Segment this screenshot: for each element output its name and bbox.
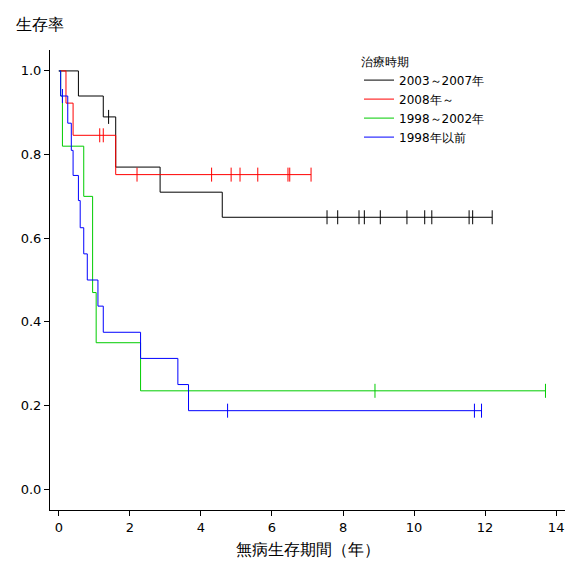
svg-text:生存率: 生存率 [16,15,64,34]
svg-text:1998～2002年: 1998～2002年 [399,112,484,126]
svg-text:12: 12 [477,520,494,535]
svg-text:0.4: 0.4 [21,314,42,329]
svg-text:0.2: 0.2 [21,398,42,413]
svg-text:治療時期: 治療時期 [361,55,409,69]
svg-text:0.0: 0.0 [21,482,42,497]
svg-text:2003～2007年: 2003～2007年 [399,74,484,88]
svg-text:1.0: 1.0 [21,63,42,78]
svg-text:2008年～: 2008年～ [399,93,454,107]
svg-text:4: 4 [197,520,205,535]
svg-text:0: 0 [55,520,63,535]
svg-text:1998年以前: 1998年以前 [399,131,466,145]
svg-text:無病生存期間（年）: 無病生存期間（年） [236,540,380,559]
svg-text:0.6: 0.6 [21,231,42,246]
svg-text:6: 6 [268,520,276,535]
svg-text:2: 2 [126,520,134,535]
svg-text:14: 14 [548,520,565,535]
svg-text:8: 8 [339,520,347,535]
svg-text:0.8: 0.8 [21,147,42,162]
svg-text:10: 10 [406,520,423,535]
